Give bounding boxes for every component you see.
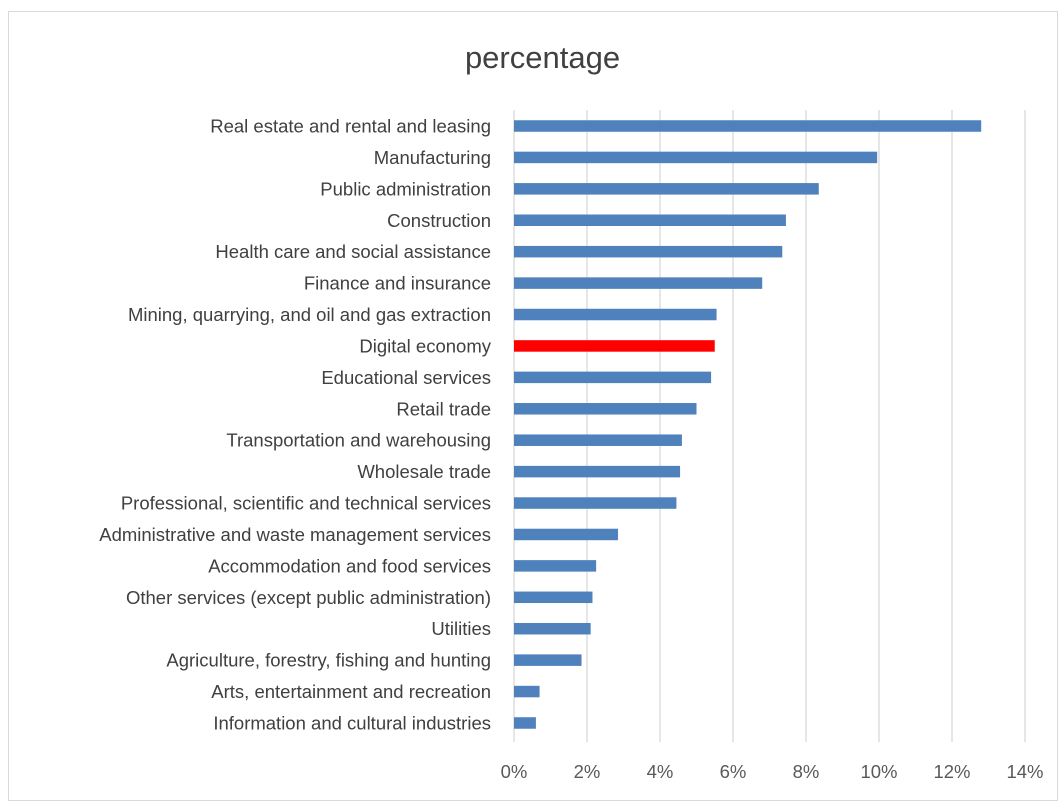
category-label: Public administration [320, 178, 491, 199]
bar [514, 465, 681, 478]
category-label: Agriculture, forestry, fishing and hunti… [166, 650, 491, 671]
bar [514, 245, 783, 258]
category-label: Information and cultural industries [213, 712, 491, 733]
gridlines [513, 110, 1026, 742]
bar [514, 120, 982, 132]
bar [514, 371, 712, 384]
bar [514, 277, 763, 289]
bar [514, 403, 697, 415]
category-label: Other services (except public administra… [126, 587, 491, 608]
x-tick-label: 12% [933, 761, 970, 782]
category-label: Health care and social assistance [215, 241, 491, 262]
x-tick-label: 14% [1006, 761, 1043, 782]
category-labels: Real estate and rental and leasing Manufa… [99, 116, 492, 734]
x-tick-label: 2% [574, 761, 601, 782]
bar [514, 214, 786, 227]
category-label: Retail trade [396, 398, 491, 419]
x-tick-label: 10% [860, 761, 897, 782]
bar [514, 497, 677, 509]
category-label: Wholesale trade [357, 461, 491, 482]
x-tick-label: 8% [793, 761, 820, 782]
category-label: Arts, entertainment and recreation [211, 681, 491, 702]
bar [514, 151, 878, 164]
bar [514, 434, 682, 446]
bar [514, 622, 591, 635]
bar [514, 528, 619, 541]
category-label: Construction [387, 210, 491, 231]
bars [514, 120, 982, 729]
chart-title: percentage [464, 40, 621, 75]
category-label: Transportation and warehousing [226, 430, 491, 451]
bar [514, 560, 597, 572]
category-label: Real estate and rental and leasing [210, 116, 491, 137]
bar [514, 340, 715, 352]
bar [514, 717, 536, 729]
x-tick-label: 0% [501, 761, 528, 782]
bar [514, 308, 717, 321]
x-tick-labels: 0% 2% 4% 6% 8% 10% 12% 14% [501, 761, 1044, 782]
category-label: Manufacturing [374, 147, 491, 168]
x-tick-label: 6% [720, 761, 747, 782]
category-label: Utilities [431, 618, 491, 639]
category-label: Educational services [321, 367, 491, 388]
category-label: Accommodation and food services [208, 555, 491, 576]
x-tick-label: 4% [647, 761, 674, 782]
bar [514, 591, 593, 604]
category-label: Administrative and waste management serv… [99, 524, 491, 545]
category-label: Mining, quarrying, and oil and gas extra… [128, 304, 491, 325]
bar [514, 685, 540, 698]
bar [514, 183, 819, 195]
category-label: Professional, scientific and technical s… [121, 493, 491, 514]
category-label: Digital economy [359, 335, 491, 356]
category-label: Finance and insurance [304, 273, 491, 294]
bar [514, 654, 582, 666]
